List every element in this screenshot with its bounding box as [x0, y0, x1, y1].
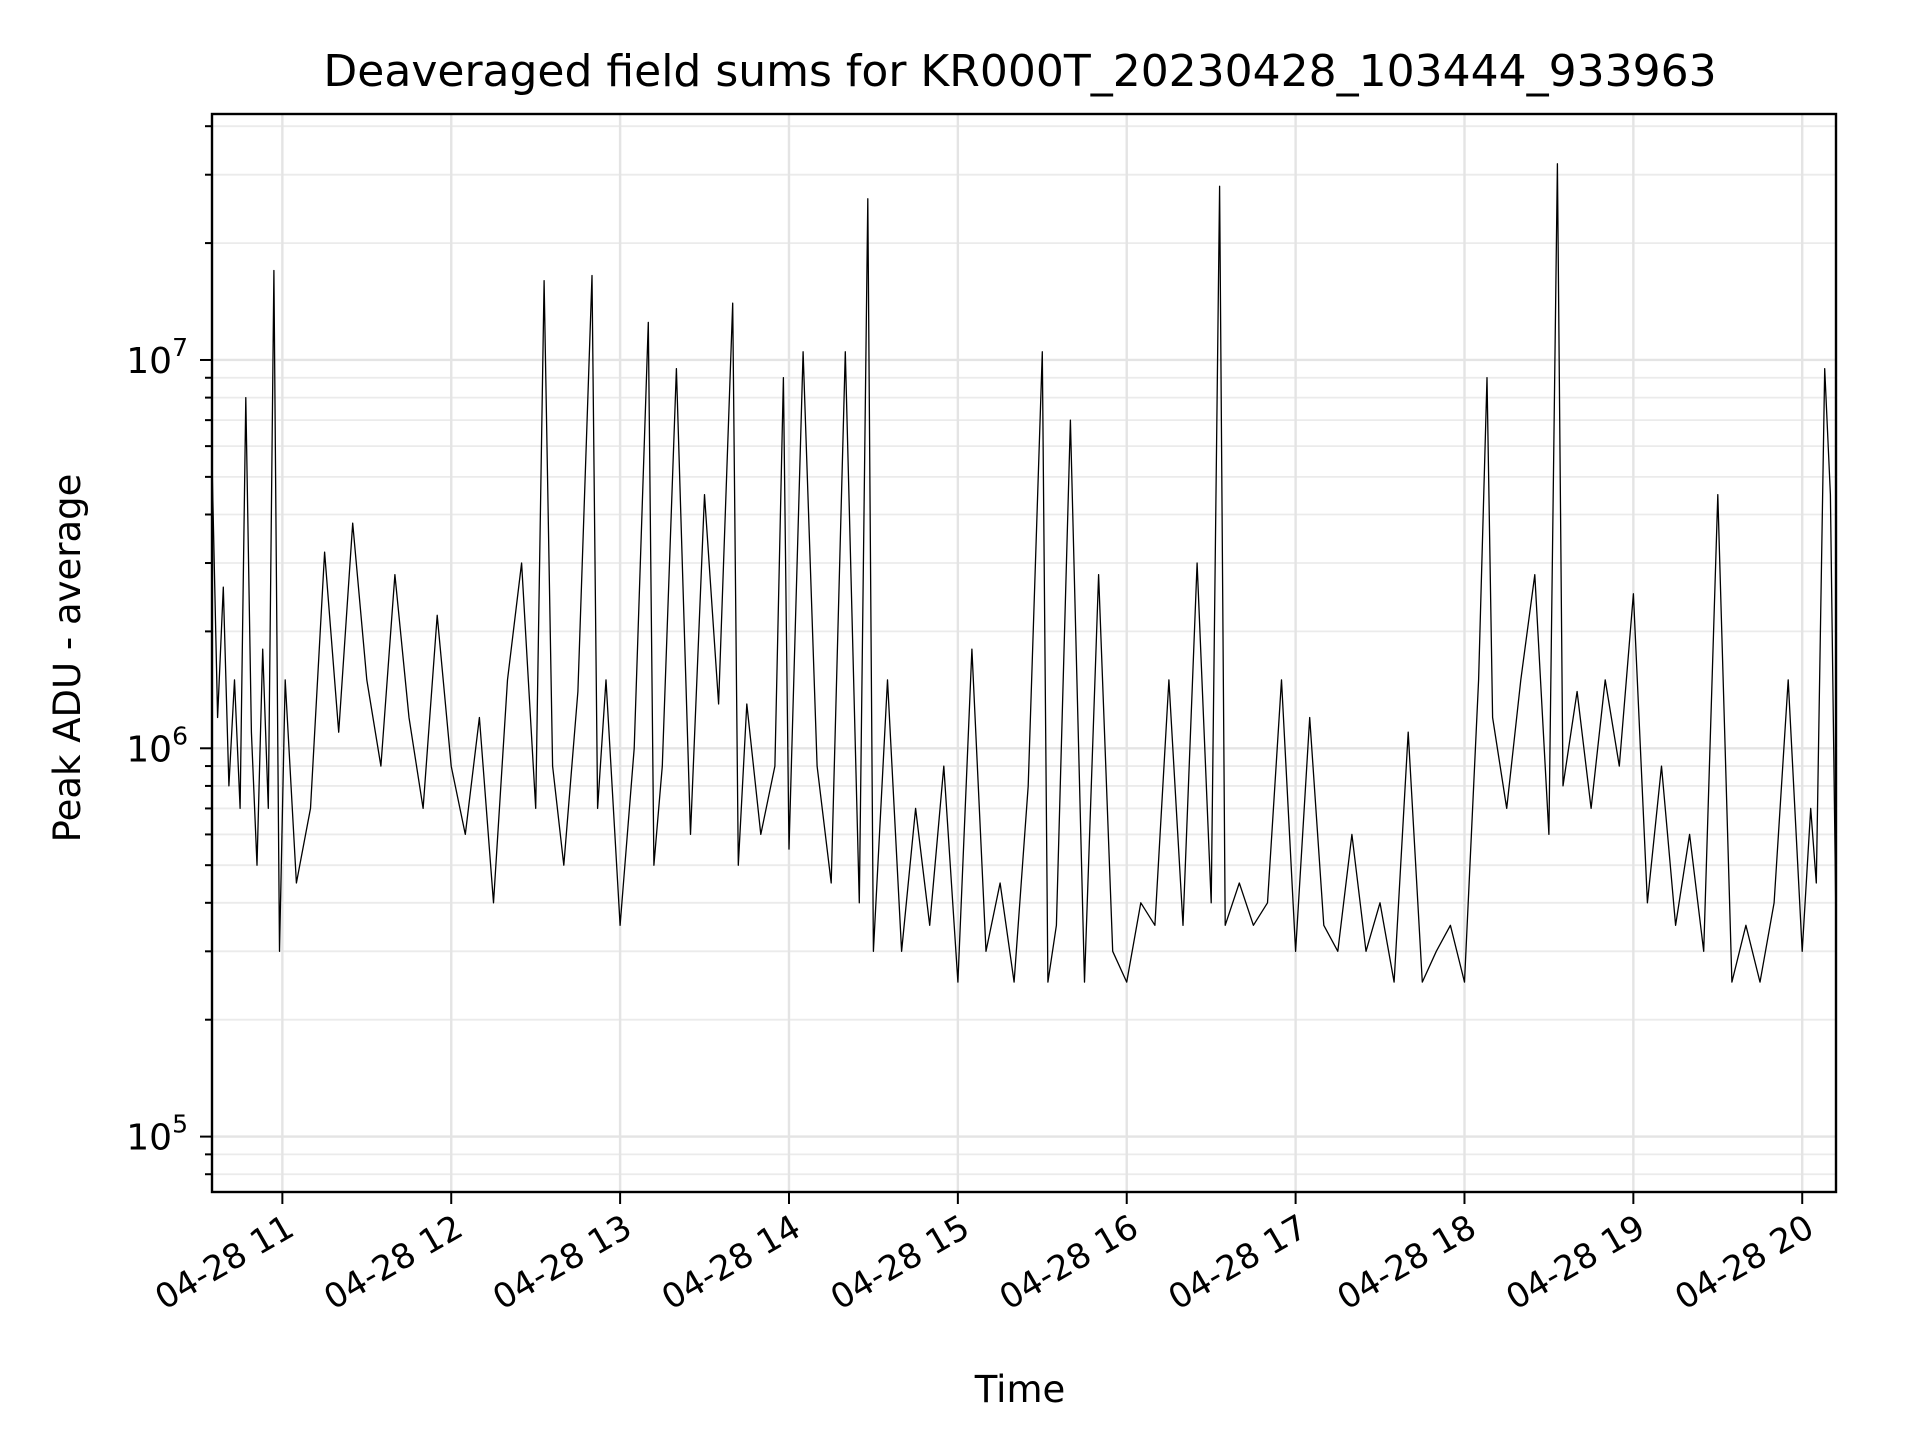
chart-title: Deaveraged field sums for KR000T_2023042…: [323, 46, 1716, 97]
y-tick-label: 107: [126, 333, 188, 382]
y-tick-label: 105: [126, 1110, 188, 1159]
x-axis-label: Time: [974, 1368, 1066, 1411]
series-layer: [211, 163, 1837, 983]
y-tick-label: 106: [126, 721, 188, 770]
grid: [212, 114, 1836, 1192]
y-axis-label: Peak ADU - average: [46, 474, 89, 843]
series-line: [211, 163, 1837, 983]
plot-frame: [210, 112, 1838, 1194]
